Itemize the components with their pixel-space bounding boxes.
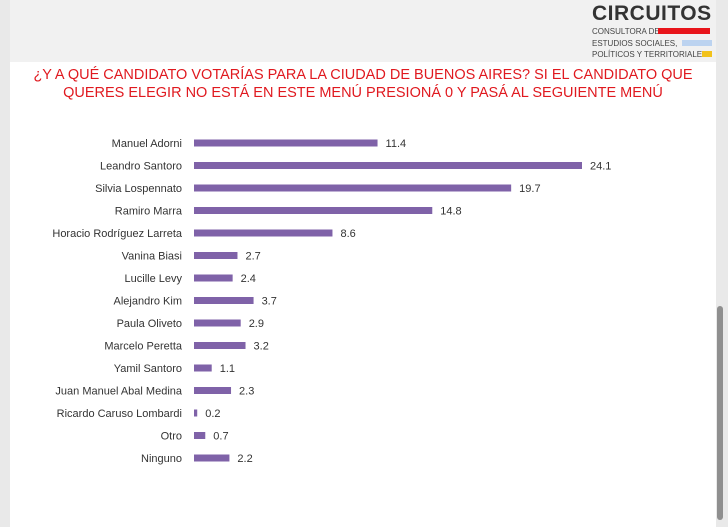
bar [194, 319, 241, 327]
bar [194, 409, 198, 417]
value-label: 2.9 [249, 318, 264, 330]
category-label: Ramiro Marra [115, 206, 183, 218]
bar [194, 207, 433, 214]
category-label: Juan Manuel Abal Medina [55, 386, 182, 398]
bar [194, 342, 246, 349]
logo-line-1: CONSULTORA DE [592, 27, 660, 36]
bar [194, 387, 232, 394]
logo-stripe-yellow [702, 51, 712, 57]
logo-stripe-red [658, 28, 710, 34]
category-label: Ricardo Caruso Lombardi [57, 408, 182, 420]
chart-panel: CIRCUITOS CONSULTORA DE ESTUDIOS SOCIALE… [10, 0, 716, 527]
logo-line-3: POLÍTICOS Y TERRITORIALES [592, 50, 708, 59]
logo-line-2: ESTUDIOS SOCIALES, [592, 39, 678, 48]
chart-title-line-2: QUERES ELEGIR NO ESTÁ EN ESTE MENÚ PRESI… [63, 85, 663, 101]
circuitos-logo: CIRCUITOS CONSULTORA DE ESTUDIOS SOCIALE… [592, 2, 716, 60]
bar [194, 364, 212, 372]
value-label: 3.7 [262, 296, 277, 308]
category-label: Marcelo Peretta [104, 341, 183, 353]
bar [194, 139, 378, 147]
value-label: 2.4 [241, 273, 256, 285]
value-label: 2.2 [237, 453, 252, 465]
value-label: 1.1 [220, 363, 235, 375]
value-label: 8.6 [340, 228, 355, 240]
bar [194, 184, 512, 192]
value-label: 19.7 [519, 183, 540, 195]
category-label: Alejandro Kim [114, 296, 182, 308]
category-label: Manuel Adorni [112, 138, 182, 150]
value-label: 11.4 [386, 138, 407, 150]
scrollbar-thumb[interactable] [717, 306, 723, 520]
bar [194, 432, 206, 439]
category-label: Leandro Santoro [100, 161, 182, 173]
category-label: Silvia Lospennato [95, 183, 182, 195]
value-label: 14.8 [440, 206, 461, 218]
bar [194, 297, 254, 304]
bar [194, 454, 230, 462]
category-label: Vanina Biasi [122, 251, 182, 263]
category-label: Yamil Santoro [114, 363, 182, 375]
value-label: 2.7 [245, 251, 260, 263]
value-label: 0.2 [205, 408, 220, 420]
bar [194, 229, 333, 237]
chart-title-line-1: ¿Y A QUÉ CANDIDATO VOTARÍAS PARA LA CIUD… [33, 67, 693, 83]
category-label: Horacio Rodríguez Larreta [52, 228, 183, 240]
category-label: Lucille Levy [125, 273, 183, 285]
logo-stripe-blue [682, 40, 712, 46]
value-label: 3.2 [254, 341, 269, 353]
value-label: 0.7 [213, 431, 228, 443]
logo-wordmark: CIRCUITOS [592, 2, 712, 25]
bar [194, 274, 233, 282]
chart-title: ¿Y A QUÉ CANDIDATO VOTARÍAS PARA LA CIUD… [30, 66, 696, 102]
category-label: Ninguno [141, 453, 182, 465]
category-label: Paula Oliveto [117, 318, 182, 330]
bar [194, 162, 582, 169]
bar [194, 252, 238, 259]
category-label: Otro [161, 431, 182, 443]
value-label: 2.3 [239, 386, 254, 398]
header-band [10, 0, 716, 62]
value-label: 24.1 [590, 161, 611, 173]
